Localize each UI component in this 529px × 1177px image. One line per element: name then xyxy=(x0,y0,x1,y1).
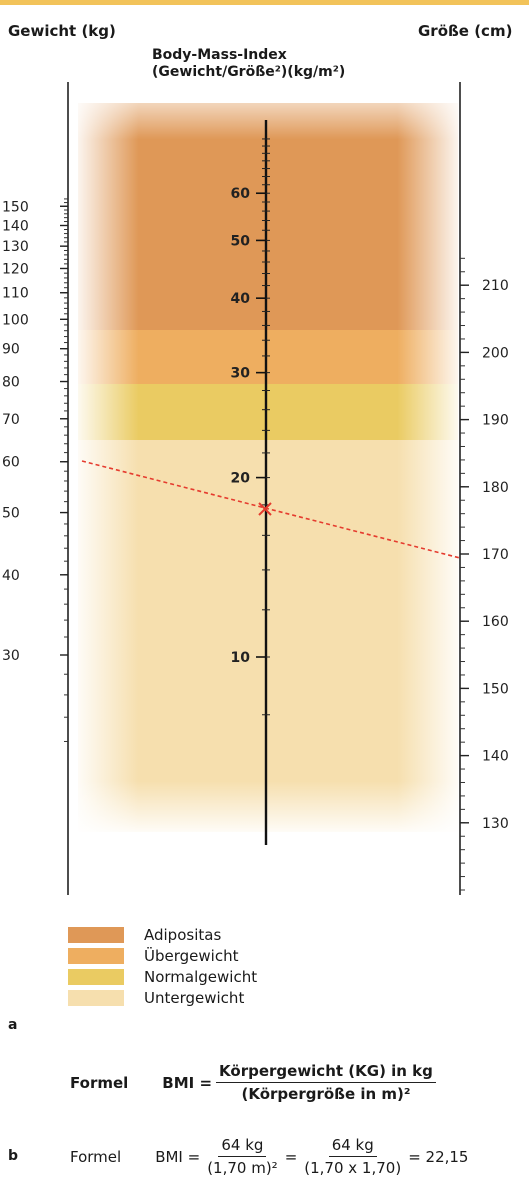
right-tick-label: 210 xyxy=(482,278,509,294)
left-tick-label: 60 xyxy=(2,455,20,471)
center-tick-label: 20 xyxy=(231,471,251,487)
formula-general-word: Formel xyxy=(70,1073,129,1092)
right-tick-label: 140 xyxy=(482,749,509,765)
left-tick-label: 30 xyxy=(2,648,20,664)
formula-general: Formel BMI = Körpergewicht (KG) in kg (K… xyxy=(70,1062,440,1103)
top-accent-bar xyxy=(0,0,529,5)
left-tick-label: 150 xyxy=(2,199,29,215)
legend-label-adipositas: Adipositas xyxy=(144,925,222,944)
center-tick-label: 40 xyxy=(231,291,251,307)
right-tick-label: 180 xyxy=(482,480,509,496)
formula-example-fraction-2: 64 kg (1,70 x 1,70) xyxy=(301,1136,404,1177)
center-tick-label: 60 xyxy=(231,186,251,202)
bmi-nomogram: 150 140 130 120 110 100 90 80 70 60 50 40 30 60 50 40 3… xyxy=(2,82,509,895)
example-bmi-marker xyxy=(258,502,272,516)
right-tick-label: 130 xyxy=(482,816,509,832)
left-tick-label: 40 xyxy=(2,568,20,584)
right-tick-label: 150 xyxy=(482,681,509,697)
legend-swatch-uebergewicht xyxy=(68,947,124,964)
right-tick-label: 170 xyxy=(482,547,509,563)
formula-example-equals: = xyxy=(284,1147,298,1166)
left-axis-major-ticks: 150 140 130 120 110 100 90 80 70 60 50 40 30 xyxy=(2,199,68,664)
formula-example-fraction-1: 64 kg (1,70 m)² xyxy=(204,1136,281,1177)
left-tick-label: 70 xyxy=(2,412,20,428)
formula-example-denominator-1: (1,70 m)² xyxy=(207,1159,278,1177)
legend-item-uebergewicht: Übergewicht xyxy=(68,945,257,966)
left-axis-title: Gewicht (kg) xyxy=(8,22,116,40)
right-tick-label: 190 xyxy=(482,413,509,429)
zone-legend: Adipositas Übergewicht Normalgewicht Unt… xyxy=(68,924,257,1008)
center-axis-major-ticks: 60 50 40 30 20 10 xyxy=(231,186,266,666)
left-tick-label: 90 xyxy=(2,342,20,358)
center-axis-title: Body-Mass-Index (Gewicht/Größe²)(kg/m²) xyxy=(152,47,345,81)
legend-label-uebergewicht: Übergewicht xyxy=(144,946,239,965)
left-tick-label: 50 xyxy=(2,506,20,522)
center-tick-label: 10 xyxy=(231,650,251,666)
formula-example-lhs: BMI = xyxy=(155,1147,201,1166)
center-tick-label: 50 xyxy=(231,233,251,249)
center-axis-title-line1: Body-Mass-Index xyxy=(152,47,287,63)
legend-swatch-normalgewicht xyxy=(68,968,124,985)
formula-example-word: Formel xyxy=(70,1147,122,1166)
left-tick-label: 140 xyxy=(2,218,29,234)
legend-item-untergewicht: Untergewicht xyxy=(68,987,257,1008)
zone-fade-vertical xyxy=(78,103,458,832)
formula-example-denominator-2: (1,70 x 1,70) xyxy=(304,1159,402,1177)
example-connecting-line xyxy=(81,460,461,559)
legend-item-adipositas: Adipositas xyxy=(68,924,257,945)
formula-example-numerator-1: 64 kg xyxy=(218,1136,267,1157)
right-tick-label: 200 xyxy=(482,345,509,361)
legend-swatch-adipositas xyxy=(68,926,124,943)
right-axis-major-ticks: 130 140 150 160 170 180 190 200 210 xyxy=(460,278,509,832)
center-tick-label: 30 xyxy=(231,366,251,382)
formula-general-fraction: Körpergewicht (KG) in kg (Körpergröße in… xyxy=(216,1062,436,1103)
left-tick-label: 130 xyxy=(2,239,29,255)
left-tick-label: 100 xyxy=(2,312,29,328)
left-tick-label: 110 xyxy=(2,286,29,302)
formula-general-denominator: (Körpergröße in m)² xyxy=(241,1085,411,1103)
formula-general-lhs: BMI = xyxy=(162,1073,213,1092)
legend-swatch-untergewicht xyxy=(68,989,124,1006)
legend-label-normalgewicht: Normalgewicht xyxy=(144,967,258,986)
formula-example-result: = 22,15 xyxy=(408,1147,469,1166)
right-tick-label: 160 xyxy=(482,614,509,630)
legend-label-untergewicht: Untergewicht xyxy=(144,988,245,1007)
legend-item-normalgewicht: Normalgewicht xyxy=(68,966,257,987)
right-axis-title: Größe (cm) xyxy=(418,22,513,40)
formula-general-numerator: Körpergewicht (KG) in kg xyxy=(216,1062,436,1083)
formula-example-numerator-2: 64 kg xyxy=(328,1136,377,1157)
formula-example: Formel BMI = 64 kg (1,70 m)² = 64 kg (1,… xyxy=(70,1136,468,1177)
left-tick-label: 120 xyxy=(2,261,29,277)
center-axis-title-line2: (Gewicht/Größe²)(kg/m²) xyxy=(152,64,346,80)
panel-label-b: b xyxy=(8,1148,19,1164)
panel-label-a: a xyxy=(8,1017,18,1033)
left-tick-label: 80 xyxy=(2,375,20,391)
